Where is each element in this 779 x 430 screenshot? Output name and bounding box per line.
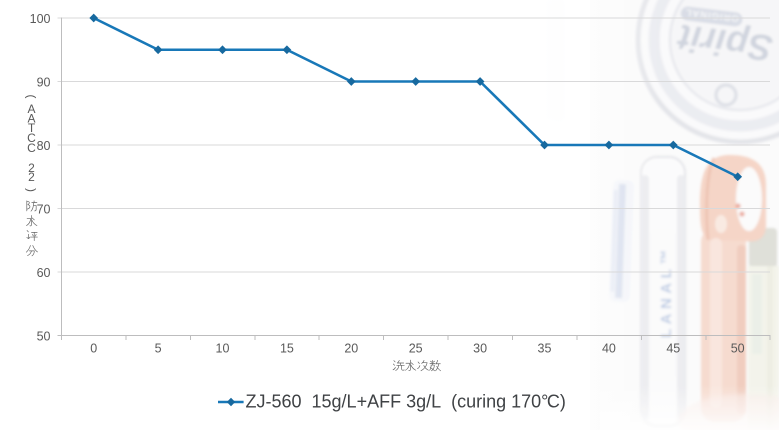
svg-text:5: 5 bbox=[155, 342, 162, 356]
svg-text:0: 0 bbox=[90, 342, 97, 356]
svg-text:A: A bbox=[27, 102, 35, 116]
svg-text:80: 80 bbox=[37, 139, 51, 153]
svg-text:C: C bbox=[27, 131, 36, 145]
svg-text:15: 15 bbox=[280, 342, 294, 356]
svg-text:LANAL™: LANAL™ bbox=[658, 245, 675, 338]
svg-text:90: 90 bbox=[37, 75, 51, 89]
svg-text:35: 35 bbox=[538, 342, 552, 356]
svg-text:T: T bbox=[28, 121, 36, 135]
svg-text:): ) bbox=[25, 188, 39, 192]
svg-text:50: 50 bbox=[731, 342, 745, 356]
svg-text:20: 20 bbox=[344, 342, 358, 356]
svg-text:45: 45 bbox=[666, 342, 680, 356]
svg-text:25: 25 bbox=[409, 342, 423, 356]
svg-text:A: A bbox=[27, 112, 35, 126]
svg-text:100: 100 bbox=[30, 12, 51, 26]
svg-text:40: 40 bbox=[602, 342, 616, 356]
svg-text:(: ( bbox=[25, 95, 39, 99]
svg-text:2: 2 bbox=[28, 170, 35, 184]
svg-text:10: 10 bbox=[216, 342, 230, 356]
svg-text:60: 60 bbox=[37, 266, 51, 280]
svg-text:ZJ-560 15g/L+AFF 3g/L (curin: ZJ-560 15g/L+AFF 3g/L (curing 170°C) bbox=[246, 392, 566, 412]
svg-text:30: 30 bbox=[473, 342, 487, 356]
svg-text:2: 2 bbox=[28, 161, 35, 175]
svg-text:C: C bbox=[27, 141, 36, 155]
svg-text:50: 50 bbox=[37, 329, 51, 343]
svg-text:70: 70 bbox=[37, 202, 51, 216]
